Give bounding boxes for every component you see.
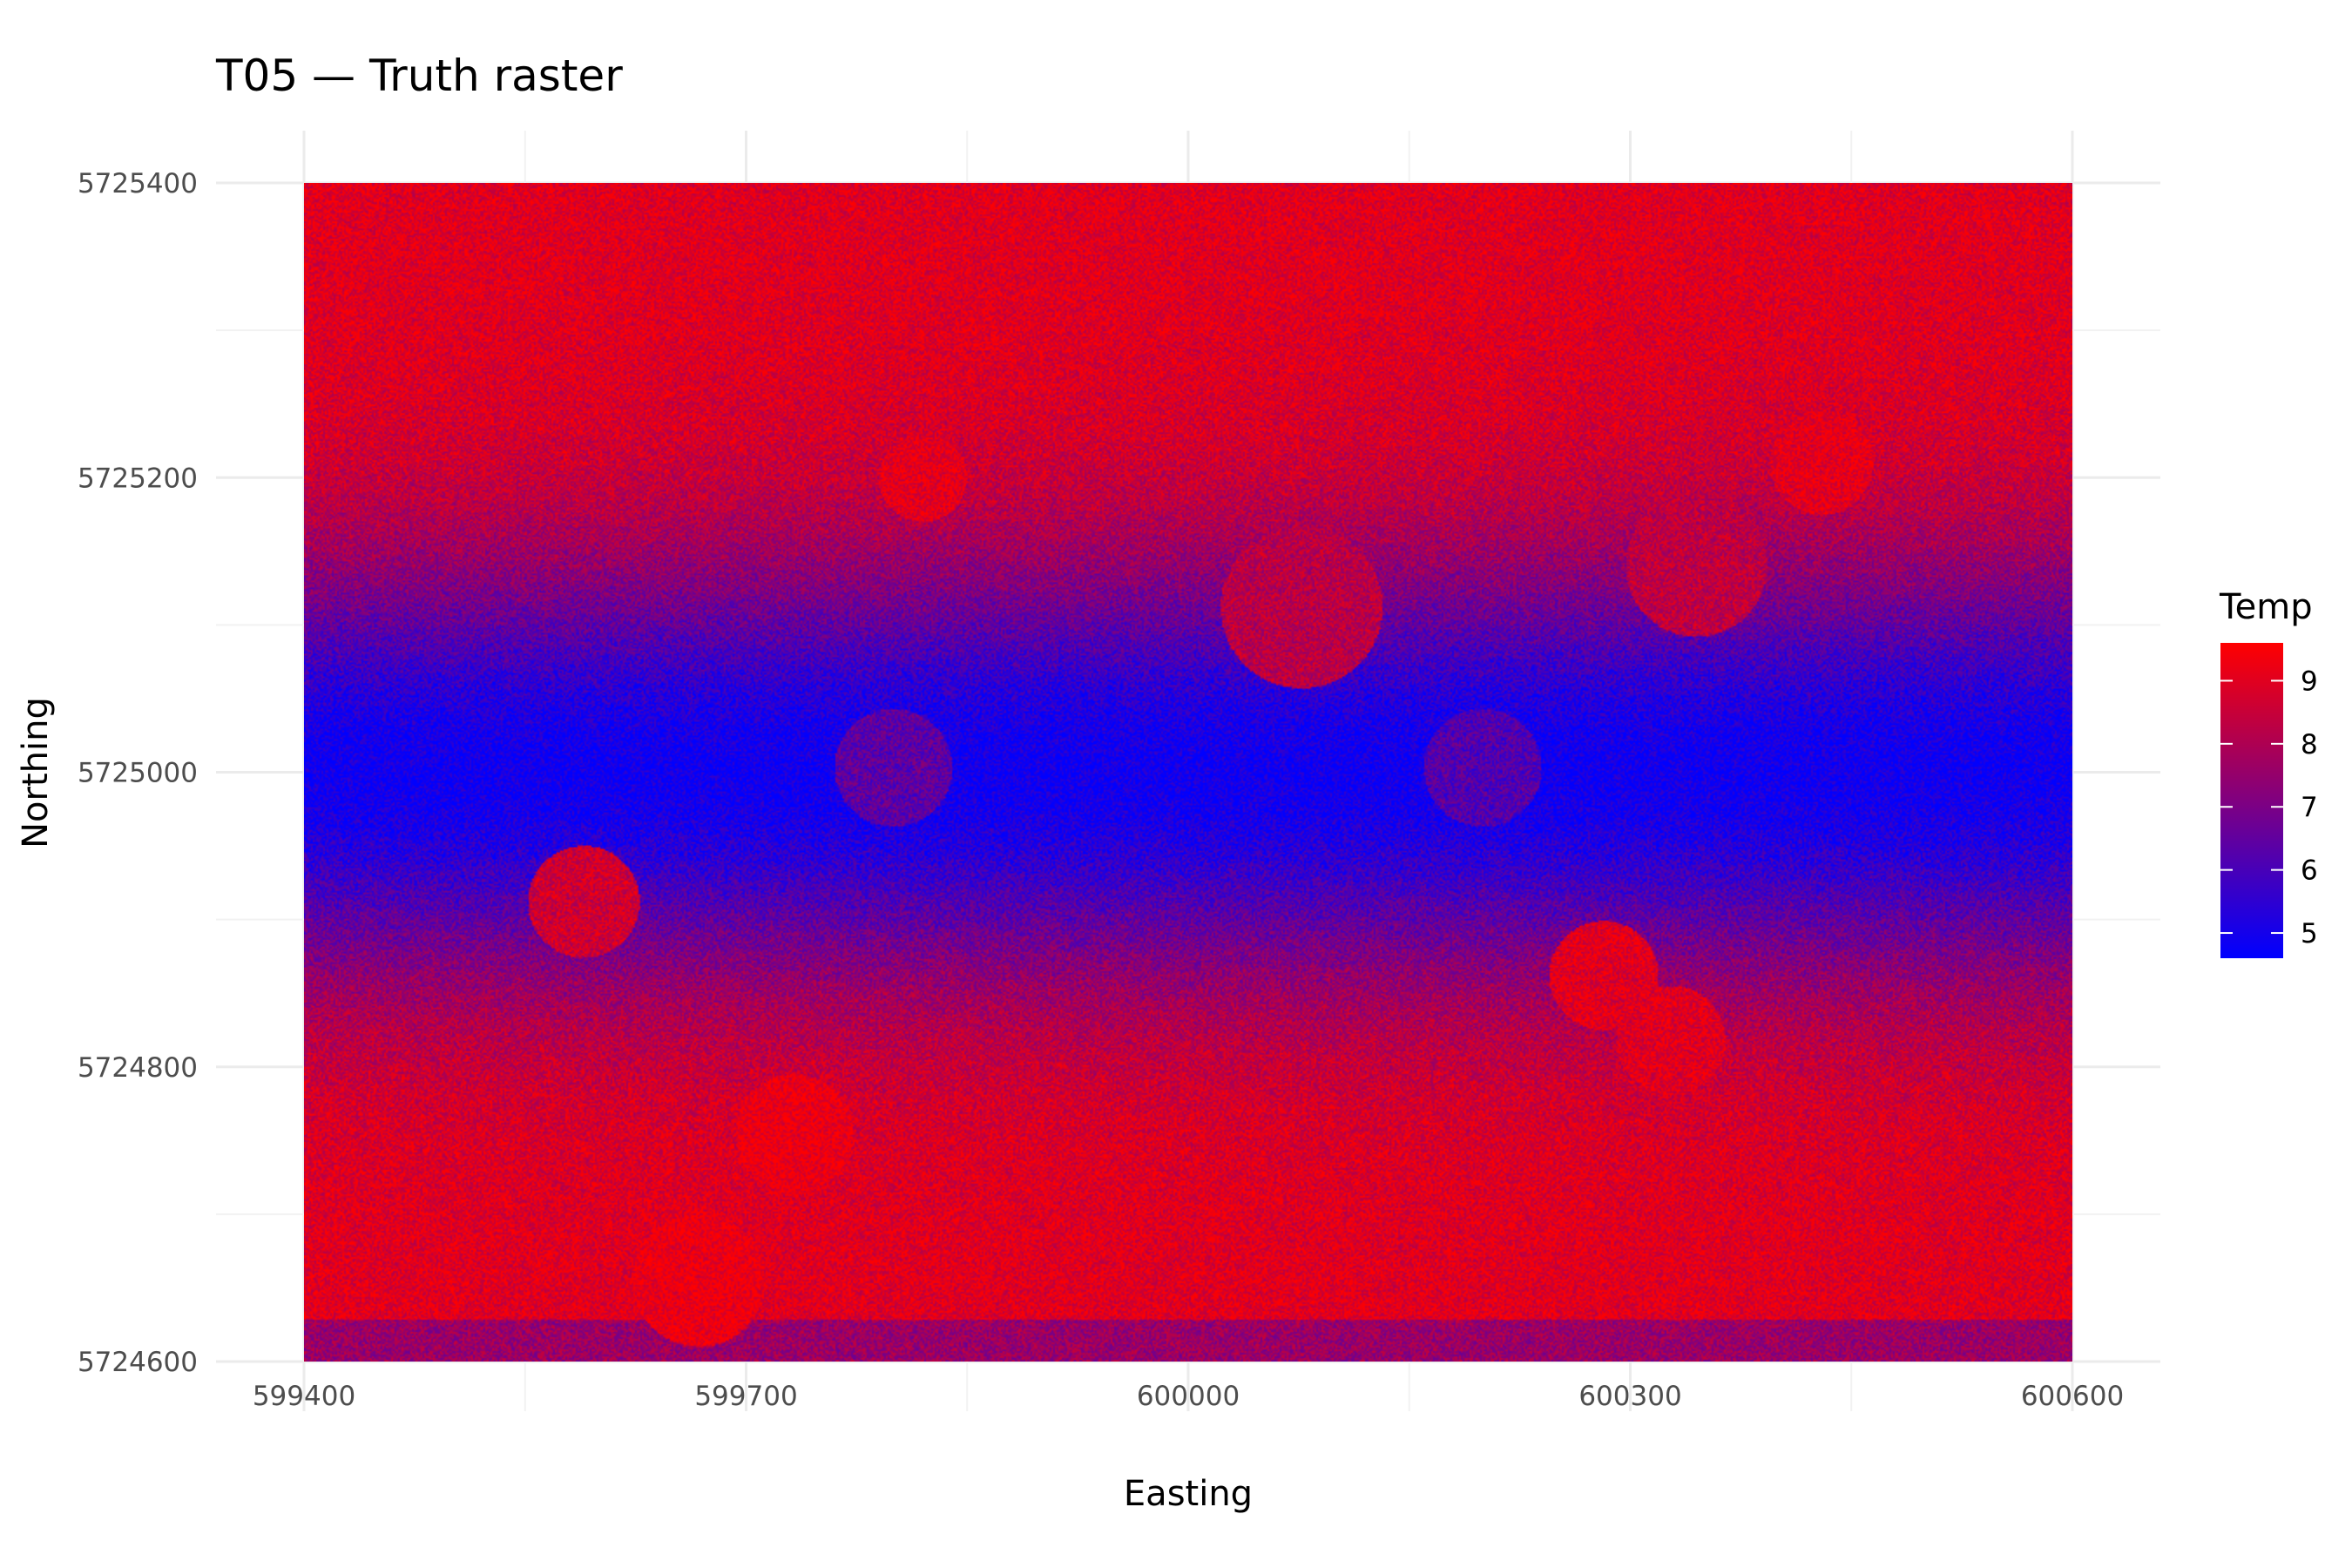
colorbar <box>2220 643 2283 958</box>
chart-title: T05 — Truth raster <box>215 51 623 101</box>
y-axis-title: Northing <box>16 697 56 848</box>
colorbar-tick-label: 7 <box>2301 792 2318 823</box>
x-tick-label: 600600 <box>2021 1381 2124 1412</box>
x-tick-label: 599700 <box>694 1381 797 1412</box>
legend: Temp 5 6 7 8 9 <box>2219 587 2318 958</box>
x-axis-title: Easting <box>1124 1474 1253 1514</box>
colorbar-tick-label: 5 <box>2301 918 2318 950</box>
x-tick-label: 599400 <box>253 1381 355 1412</box>
colorbar-ticks: 5 6 7 8 9 <box>2220 666 2318 950</box>
y-tick-label: 5724800 <box>78 1052 198 1084</box>
raster-image <box>304 183 2072 1362</box>
x-tick-label: 600000 <box>1137 1381 1240 1412</box>
y-tick-label: 5725200 <box>78 463 198 494</box>
legend-title: Temp <box>2219 587 2313 627</box>
y-axis: 5724600 5724800 5725000 5725200 5725400 <box>78 168 198 1378</box>
colorbar-tick-label: 6 <box>2301 855 2318 887</box>
colorbar-tick-label: 8 <box>2301 729 2318 760</box>
y-tick-label: 5725000 <box>78 758 198 789</box>
colorbar-tick-label: 9 <box>2301 666 2318 697</box>
y-tick-label: 5724600 <box>78 1347 198 1378</box>
x-tick-label: 600300 <box>1578 1381 1681 1412</box>
y-tick-label: 5725400 <box>78 168 198 199</box>
x-axis: 599400 599700 600000 600300 600600 <box>253 1381 2124 1412</box>
